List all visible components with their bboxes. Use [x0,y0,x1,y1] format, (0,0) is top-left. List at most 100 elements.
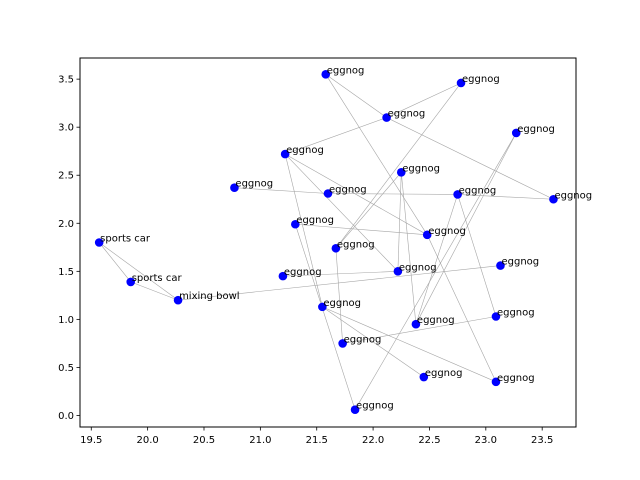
point-label: eggnog [323,298,361,309]
data-point [291,219,300,229]
point-label: eggnog [425,368,463,379]
data-point [419,372,429,382]
edge-line [335,248,343,344]
point-label: eggnog [388,109,426,120]
edge-line [386,117,554,200]
edge-line [335,172,402,249]
data-point [491,312,501,321]
edge-line [354,132,517,410]
data-point [280,149,290,159]
data-point [278,271,288,281]
point-label: eggnog [428,226,466,237]
edge-line [295,223,428,236]
x-axis: 19.5 20.0 20.5 21.0 21.5 22.0 22.5 23.0 23.5 [80,427,553,446]
x-tick-label: 19.5 [80,435,102,446]
y-tick-label: 1.0 [58,315,74,326]
point-label: sports car [100,234,151,245]
data-point [331,243,341,253]
point-label: eggnog [235,179,273,190]
data-point [382,113,391,122]
point-label: sports car [132,273,183,284]
edge-line [426,234,497,382]
edge-line [415,194,458,325]
edge-line [322,306,424,378]
edge-line [98,242,179,301]
edge-line [284,154,323,307]
data-point [496,261,505,270]
plot-frame [79,57,577,428]
data-point [321,70,331,79]
y-tick-label: 0.0 [58,411,74,422]
edge-line [327,193,458,195]
data-point [396,168,406,177]
point-label: eggnog [337,239,375,250]
point-label: eggnog [356,401,394,412]
data-point [323,189,333,198]
point-label: eggnog [462,74,500,85]
data-point [456,78,466,88]
edge-line [335,82,462,249]
point-label: eggnog [417,315,455,326]
data-point [230,183,239,193]
data-point [94,238,104,247]
data-point [318,302,327,312]
data-point [411,319,421,329]
x-tick-label: 23.0 [475,435,497,446]
edge-line [400,172,417,325]
data-point [338,339,347,348]
point-label: eggnog [296,215,334,226]
point-label: eggnog [327,65,365,76]
x-tick-label: 23.5 [531,435,553,446]
y-tick-label: 3.0 [58,123,74,134]
point-label: eggnog [399,262,437,273]
point-label: eggnog [497,373,535,384]
edge-line [98,242,131,283]
edge-line [130,281,179,301]
y-tick-label: 1.5 [58,267,74,278]
edge-line [282,271,398,277]
point-label: eggnog [286,145,324,156]
data-point [173,295,183,305]
data-point [393,267,403,276]
x-tick-label: 21.0 [249,435,271,446]
edge-line [285,117,387,155]
edge-line [178,265,501,301]
data-point [126,277,136,287]
x-tick-label: 20.0 [137,435,159,446]
edge-line [325,74,387,118]
edge-line [457,194,497,317]
edge-line [415,132,517,325]
edge-line [325,74,428,235]
data-point [491,377,501,387]
data-point [422,230,432,240]
edge-line [285,153,428,236]
point-label: eggnog [517,124,555,135]
y-tick-label: 3.5 [58,75,74,86]
point-label: eggnog [501,257,539,268]
y-tick-label: 2.5 [58,171,74,182]
point-label: eggnog [554,190,592,201]
point-label: eggnog [329,184,367,195]
data-point [511,128,521,138]
edge-line [234,187,329,194]
edge-line [397,172,402,272]
y-axis: 0.0 0.5 1.0 1.5 2.0 2.5 3.0 3.5 [58,75,80,422]
data-point [350,405,360,415]
edge-line [457,194,554,200]
point-label: eggnog [459,185,497,196]
point-label: mixing bowl [179,291,240,302]
edge-line [295,224,356,410]
y-tick-label: 2.0 [58,219,74,230]
point-layer [94,70,558,415]
point-label: eggnog [344,334,382,345]
x-tick-label: 20.5 [193,435,215,446]
y-tick-label: 0.5 [58,363,74,374]
data-point [549,194,558,204]
edge-layer [98,74,554,410]
x-tick-label: 21.5 [306,435,328,446]
edge-line [284,153,399,272]
point-label: eggnog [402,163,440,174]
edge-line [386,82,462,118]
